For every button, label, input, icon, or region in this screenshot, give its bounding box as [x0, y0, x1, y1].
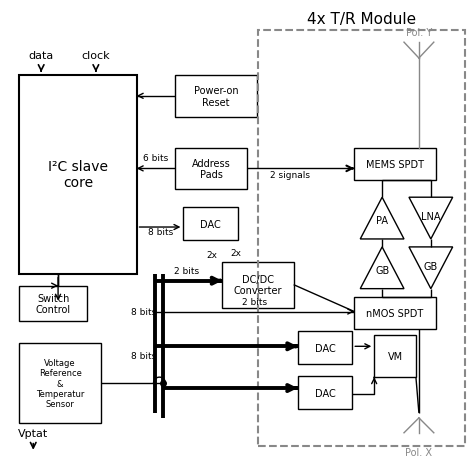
- Text: 2x: 2x: [206, 250, 217, 259]
- Text: GB: GB: [424, 261, 438, 271]
- Bar: [19, 76, 137, 274]
- Text: 8 bits: 8 bits: [131, 307, 156, 316]
- Text: I²C slave
core: I²C slave core: [48, 160, 108, 190]
- Text: 8 bits: 8 bits: [148, 227, 173, 237]
- Text: LNA: LNA: [421, 212, 440, 221]
- Text: clock: clock: [82, 51, 110, 61]
- Text: 4x T/R Module: 4x T/R Module: [307, 12, 416, 27]
- Bar: [183, 208, 238, 240]
- Text: GB: GB: [375, 265, 389, 275]
- Bar: [19, 286, 87, 322]
- Bar: [175, 76, 257, 118]
- Text: 8 bits: 8 bits: [131, 351, 156, 361]
- Text: MEMS SPDT: MEMS SPDT: [366, 160, 424, 169]
- Bar: [354, 148, 436, 181]
- Bar: [175, 148, 247, 190]
- Text: Vptat: Vptat: [18, 428, 48, 438]
- Bar: [354, 297, 436, 330]
- Text: Voltage
Reference
&
Temperatur
Sensor: Voltage Reference & Temperatur Sensor: [36, 358, 84, 408]
- Bar: [374, 336, 416, 377]
- Text: Address
Pads: Address Pads: [192, 158, 230, 180]
- Bar: [19, 344, 101, 423]
- Text: 6 bits: 6 bits: [143, 154, 168, 163]
- Text: 2 bits: 2 bits: [242, 297, 267, 306]
- Text: DAC: DAC: [201, 219, 221, 229]
- Text: Pol. X: Pol. X: [405, 447, 432, 457]
- Text: 2 signals: 2 signals: [270, 171, 310, 180]
- Bar: [298, 332, 352, 364]
- Text: 2x: 2x: [230, 248, 242, 257]
- Text: 2 bits: 2 bits: [174, 266, 199, 275]
- Text: DAC: DAC: [315, 388, 335, 398]
- Text: data: data: [28, 51, 54, 61]
- Text: DAC: DAC: [315, 343, 335, 353]
- Bar: [258, 31, 465, 446]
- Text: Pol. Y: Pol. Y: [406, 28, 432, 38]
- Text: Power-on
Reset: Power-on Reset: [194, 86, 238, 107]
- Text: VM: VM: [387, 351, 402, 362]
- Text: DC/DC
Converter: DC/DC Converter: [234, 274, 282, 296]
- Text: PA: PA: [376, 216, 388, 225]
- Text: nMOS SPDT: nMOS SPDT: [366, 308, 424, 319]
- Text: Switch
Control: Switch Control: [36, 293, 71, 315]
- Bar: [298, 376, 352, 409]
- Bar: [222, 262, 294, 308]
